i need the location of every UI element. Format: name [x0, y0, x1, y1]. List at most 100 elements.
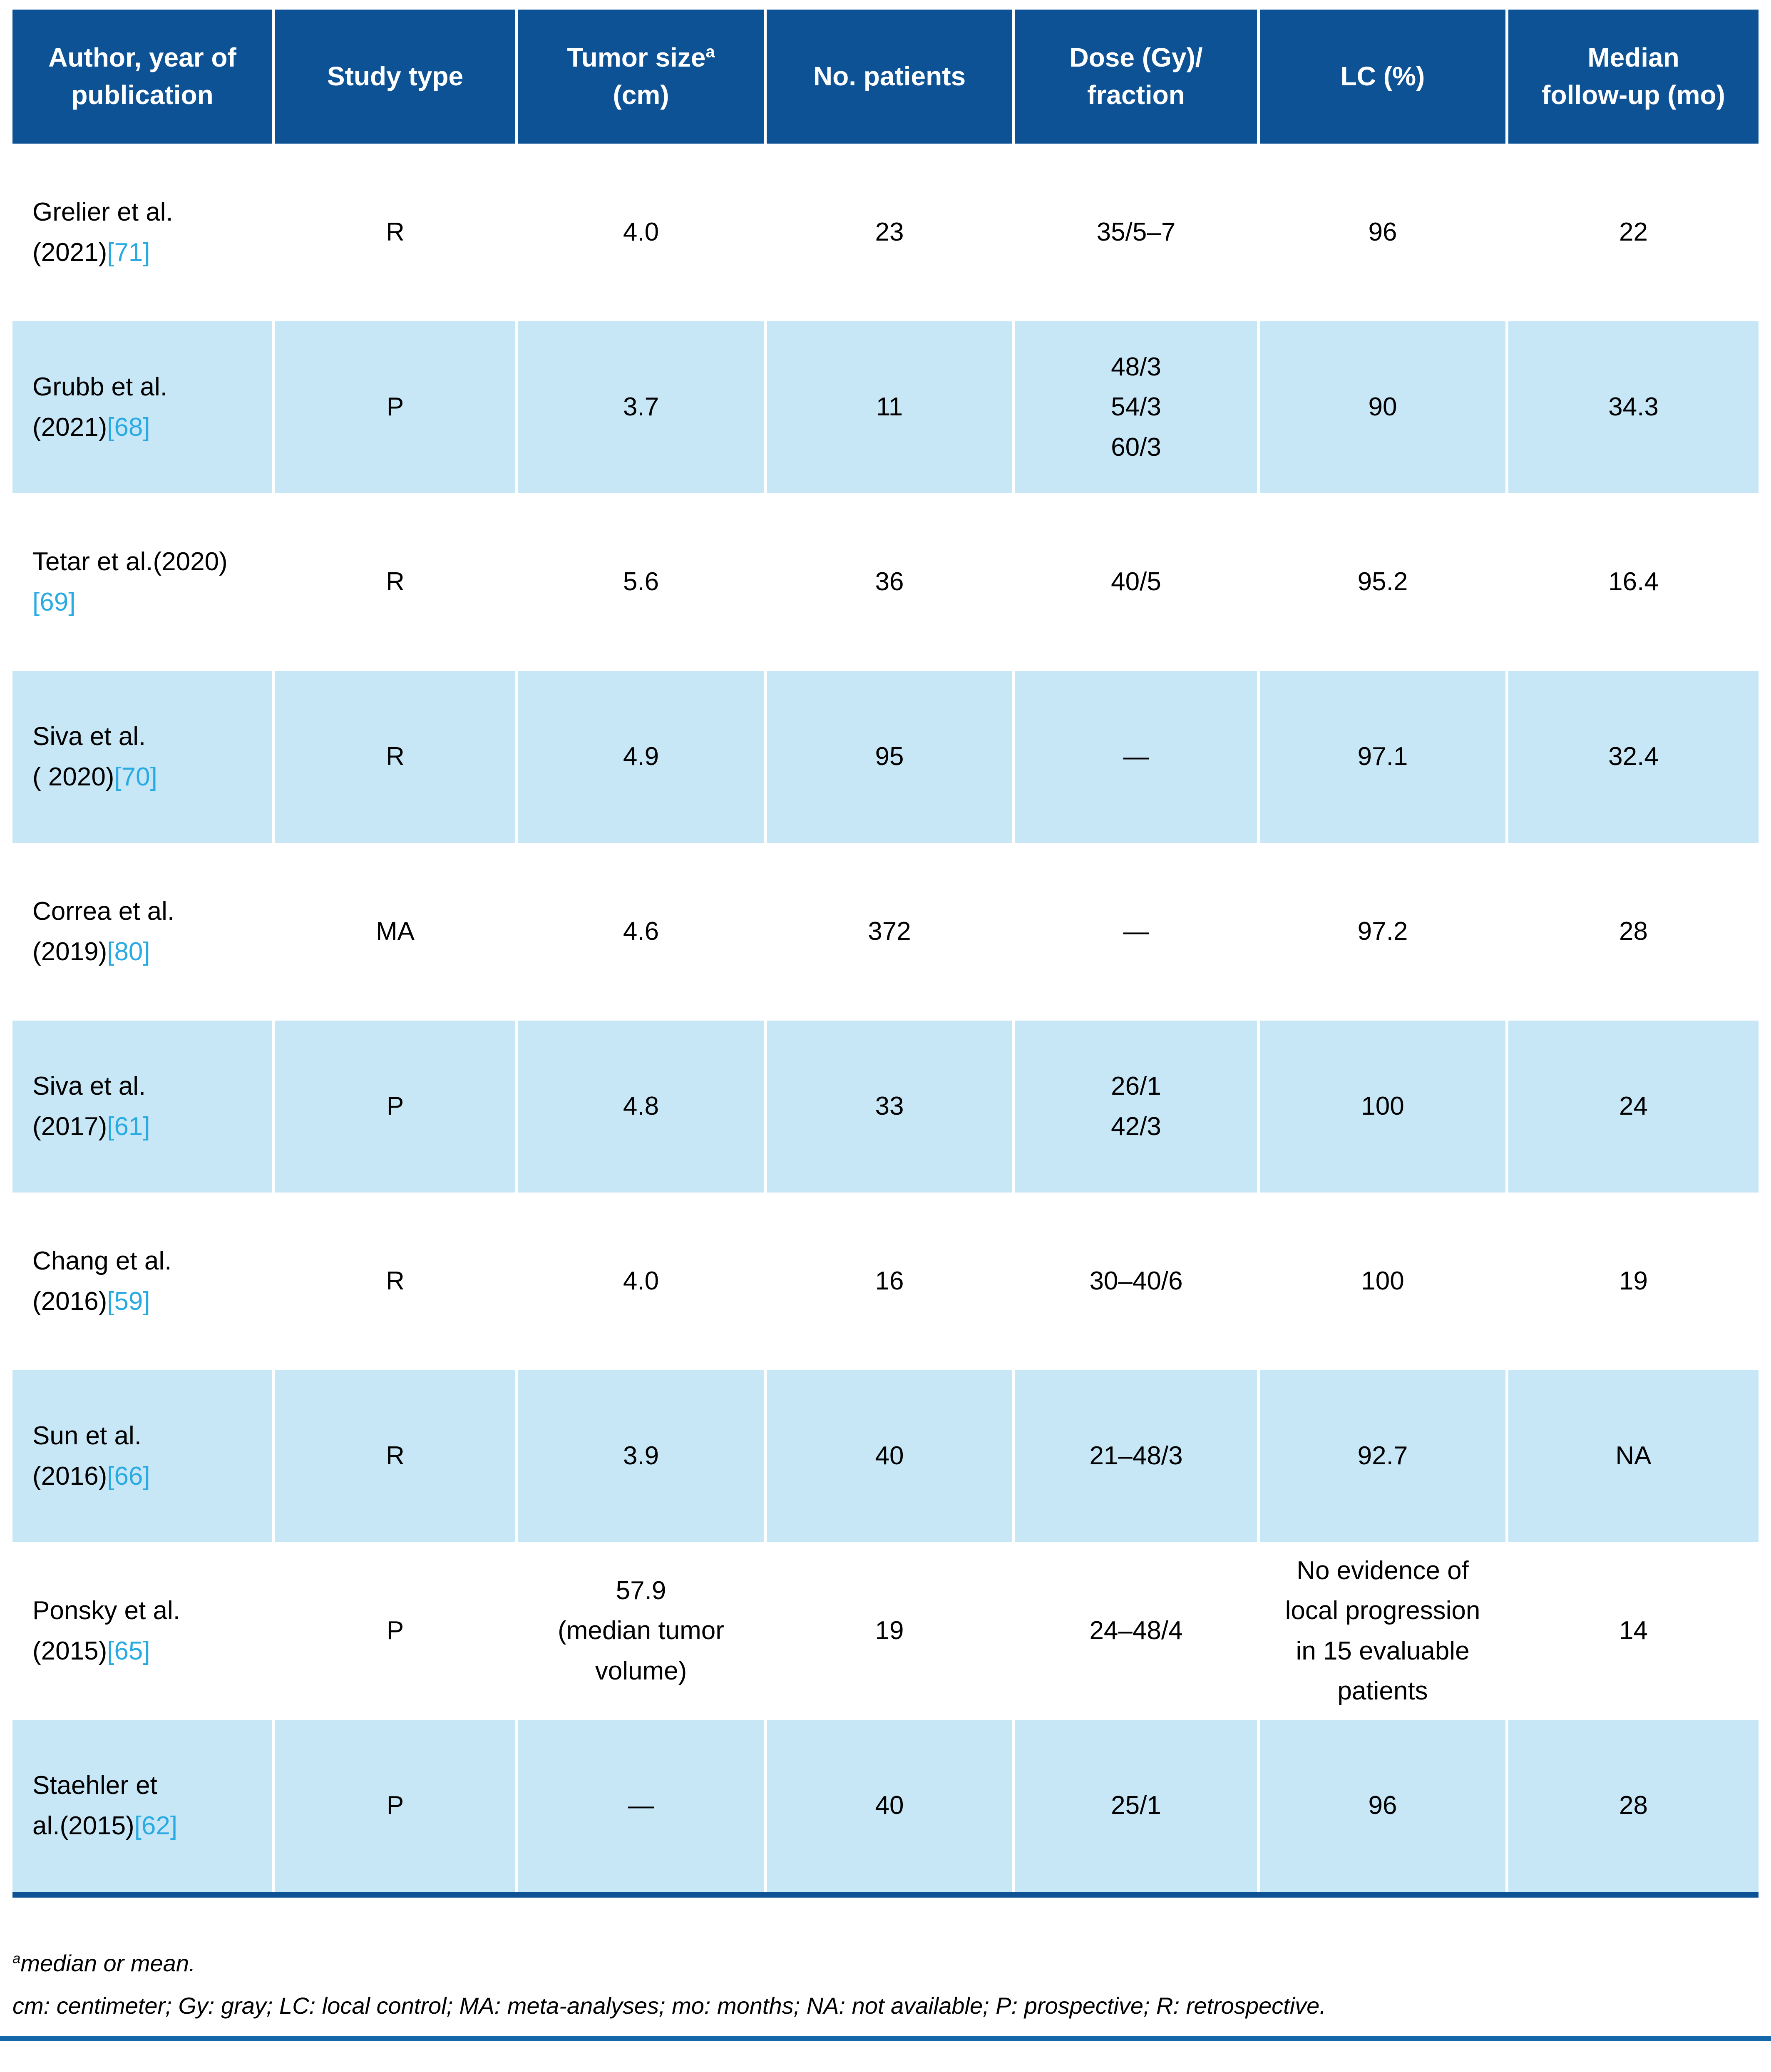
study-type-cell: R	[275, 1193, 518, 1367]
lc-value: in 15 evaluable	[1296, 1636, 1470, 1665]
col-header-lc: LC (%)	[1260, 10, 1508, 144]
dose-cell: 21–48/3	[1015, 1367, 1260, 1542]
lc-cell: 100	[1260, 1193, 1508, 1367]
patients-value: 40	[875, 1441, 904, 1471]
dose-value: 24–48/4	[1089, 1616, 1183, 1645]
dose-cell: 25/1	[1015, 1717, 1260, 1892]
patients-value: 40	[875, 1791, 904, 1820]
dose-cell: 26/1 42/3	[1015, 1018, 1260, 1193]
tumor-size-cell: 4.8	[518, 1018, 767, 1193]
lc-cell: 97.1	[1260, 668, 1508, 843]
author-name: Correa et al.	[32, 897, 175, 926]
citation-link[interactable]: [70]	[114, 762, 157, 791]
followup-cell: 34.3	[1508, 318, 1759, 493]
header-row: Author, year of publication Study type T…	[12, 10, 1759, 144]
patients-cell: 40	[767, 1717, 1015, 1892]
table-row: Correa et al. (2019)[80] MA 4.6 372 — 97.2 28	[12, 843, 1759, 1018]
dose-cell: 30–40/6	[1015, 1193, 1260, 1367]
tumor-size-value: (median tumor	[558, 1616, 724, 1645]
patients-cell: 19	[767, 1542, 1015, 1717]
study-type-cell: R	[275, 668, 518, 843]
citation-link[interactable]: [59]	[107, 1287, 150, 1316]
table-row: Tetar et al.(2020) [69] R 5.6 36 40/5 95.2 16.4	[12, 493, 1759, 668]
dose-value: —	[1123, 742, 1149, 771]
citation-link[interactable]: [61]	[107, 1112, 150, 1141]
lc-value: 90	[1368, 393, 1397, 422]
tumor-size-cell: 5.6	[518, 493, 767, 668]
followup-cell: 22	[1508, 144, 1759, 318]
studies-table: Author, year of publication Study type T…	[12, 10, 1759, 1892]
study-type-value: P	[386, 1092, 404, 1121]
tumor-size-value: —	[628, 1791, 654, 1820]
study-type-cell: P	[275, 1542, 518, 1717]
tumor-size-value: 5.6	[623, 567, 659, 596]
lc-value: 92.7	[1357, 1441, 1408, 1471]
table-body: Grelier et al. (2021)[71] R 4.0 23 35/5–7 96 22…	[12, 144, 1759, 1892]
author-name: Siva et al.	[32, 1072, 146, 1101]
followup-value: 14	[1619, 1616, 1648, 1645]
author-cell: Sun et al. (2016)[66]	[12, 1367, 275, 1542]
followup-cell: 28	[1508, 843, 1759, 1018]
author-cell: Siva et al. ( 2020)[70]	[12, 668, 275, 843]
table-wrapper: Author, year of publication Study type T…	[12, 10, 1759, 1898]
patients-cell: 11	[767, 318, 1015, 493]
dose-value: 21–48/3	[1089, 1441, 1183, 1471]
lc-cell: 96	[1260, 1717, 1508, 1892]
patients-cell: 40	[767, 1367, 1015, 1542]
author-cell: Siva et al. (2017)[61]	[12, 1018, 275, 1193]
col-header-lc-label: LC (%)	[1340, 61, 1425, 92]
dose-value: 35/5–7	[1096, 218, 1176, 247]
dose-value: 54/3	[1111, 393, 1161, 422]
col-header-dose: Dose (Gy)/ fraction	[1015, 10, 1260, 144]
col-header-patients: No. patients	[767, 10, 1015, 144]
col-header-followup-line2: follow-up (mo)	[1542, 80, 1725, 110]
author-name: Chang et al.	[32, 1247, 172, 1276]
tumor-size-value: volume)	[595, 1656, 687, 1685]
dose-value: 25/1	[1111, 1791, 1161, 1820]
citation-link[interactable]: [65]	[107, 1636, 150, 1665]
lc-value: 96	[1368, 1791, 1397, 1820]
author-cell: Grubb et al. (2021)[68]	[12, 318, 275, 493]
col-header-author-line1: Author, year of	[48, 42, 236, 73]
dose-value: 42/3	[1111, 1112, 1161, 1141]
tumor-size-cell: —	[518, 1717, 767, 1892]
citation-link[interactable]: [80]	[107, 937, 150, 966]
followup-cell: 32.4	[1508, 668, 1759, 843]
followup-cell: 24	[1508, 1018, 1759, 1193]
col-header-study-type: Study type	[275, 10, 518, 144]
tumor-size-value: 3.9	[623, 1441, 659, 1471]
col-header-dose-line1: Dose (Gy)/	[1069, 42, 1203, 73]
study-type-cell: MA	[275, 843, 518, 1018]
citation-link[interactable]: [68]	[107, 412, 150, 442]
dose-cell: —	[1015, 668, 1260, 843]
lc-value: 96	[1368, 218, 1397, 247]
tumor-size-cell: 3.7	[518, 318, 767, 493]
author-cell: Ponsky et al. (2015)[65]	[12, 1542, 275, 1717]
citation-link[interactable]: [69]	[32, 587, 76, 616]
table-row: Grelier et al. (2021)[71] R 4.0 23 35/5–7 96 22	[12, 144, 1759, 318]
study-type-value: R	[386, 218, 405, 247]
study-type-cell: R	[275, 493, 518, 668]
lc-cell: 95.2	[1260, 493, 1508, 668]
col-header-followup-line1: Median	[1587, 42, 1679, 73]
citation-link[interactable]: [71]	[107, 238, 150, 267]
patients-cell: 36	[767, 493, 1015, 668]
lc-value: 100	[1361, 1267, 1404, 1296]
author-year: al.(2015)	[32, 1811, 134, 1840]
footnotes: amedian or mean. cm: centimeter; Gy: gra…	[12, 1948, 1759, 2021]
lc-cell: No evidence of local progression in 15 eva…	[1260, 1542, 1508, 1717]
patients-value: 11	[876, 393, 903, 422]
col-header-tumor-size-unit: (cm)	[613, 80, 669, 110]
tumor-size-value: 4.0	[623, 218, 659, 247]
author-year: (2021)	[32, 412, 107, 442]
citation-link[interactable]: [66]	[107, 1461, 150, 1491]
study-type-cell: P	[275, 1018, 518, 1193]
tumor-size-cell: 4.0	[518, 1193, 767, 1367]
table-header: Author, year of publication Study type T…	[12, 10, 1759, 144]
followup-value: 16.4	[1608, 567, 1659, 596]
author-year: (2021)	[32, 238, 107, 267]
citation-link[interactable]: [62]	[134, 1811, 178, 1840]
study-type-value: R	[386, 567, 405, 596]
followup-cell: 16.4	[1508, 493, 1759, 668]
